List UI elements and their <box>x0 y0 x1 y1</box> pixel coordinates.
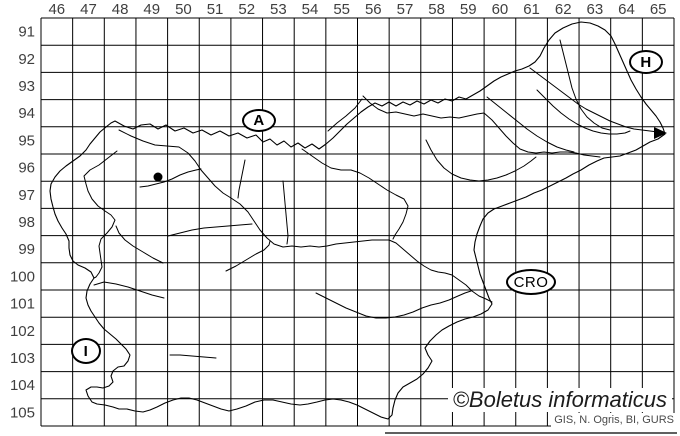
grid-col-label-50: 50 <box>175 1 192 18</box>
river-path <box>536 89 631 135</box>
slovenia-border-path <box>49 21 666 420</box>
river-path <box>301 148 409 240</box>
grid-row-label-95: 95 <box>18 132 35 149</box>
river-path <box>115 225 164 264</box>
grid-row-label-98: 98 <box>18 214 35 231</box>
country-label-austria: A <box>253 111 265 129</box>
river-path <box>167 223 253 237</box>
country-label-italy: I <box>83 342 89 360</box>
river-path <box>93 281 165 299</box>
grid-col-label-58: 58 <box>428 1 445 18</box>
grid-col-label-57: 57 <box>397 1 414 18</box>
grid-row-label-101: 101 <box>10 296 35 313</box>
river-path <box>169 354 217 359</box>
grid-row-label-93: 93 <box>18 78 35 95</box>
river-path <box>118 129 493 303</box>
grid-col-label-56: 56 <box>365 1 382 18</box>
river-path <box>282 180 289 245</box>
grid-col-label-64: 64 <box>618 1 635 18</box>
river-path <box>529 67 665 134</box>
grid-col-label-55: 55 <box>333 1 350 18</box>
grid-col-label-49: 49 <box>143 1 160 18</box>
grid-row-label-103: 103 <box>10 350 35 367</box>
grid-row-label-105: 105 <box>10 404 35 421</box>
grid-col-label-59: 59 <box>460 1 477 18</box>
grid-col-label-47: 47 <box>80 1 97 18</box>
country-label-austria-ellipse: A <box>242 108 276 132</box>
grid-col-label-48: 48 <box>112 1 129 18</box>
river-path <box>362 95 601 158</box>
grid-row-label-94: 94 <box>18 105 35 122</box>
grid-row-label-92: 92 <box>18 51 35 68</box>
grid-row-label-91: 91 <box>18 24 35 41</box>
grid-col-label-51: 51 <box>207 1 224 18</box>
grid-col-label-60: 60 <box>492 1 509 18</box>
grid-row-label-102: 102 <box>10 323 35 340</box>
river-path <box>237 159 246 199</box>
grid-row-label-100: 100 <box>10 268 35 285</box>
river-path <box>486 96 575 153</box>
grid-row-label-97: 97 <box>18 187 35 204</box>
river-path <box>225 240 271 272</box>
country-label-croatia-ellipse: CRO <box>506 269 556 295</box>
river-exit-arrow <box>654 127 667 139</box>
grid-col-label-62: 62 <box>555 1 572 18</box>
grid-col-label-53: 53 <box>270 1 287 18</box>
credits-text: GIS, N. Ogris, BI, GURS <box>551 413 677 427</box>
country-label-italy-ellipse: I <box>71 338 101 364</box>
country-label-hungary: H <box>640 53 652 71</box>
river-path <box>139 168 202 188</box>
grid-col-label-54: 54 <box>302 1 319 18</box>
river-path <box>315 290 472 319</box>
occurrence-dot <box>153 172 163 182</box>
grid-col-label-61: 61 <box>523 1 540 18</box>
river-path <box>425 139 537 182</box>
grid-col-label-63: 63 <box>587 1 604 18</box>
grid-row-label-99: 99 <box>18 241 35 258</box>
river-path <box>327 98 363 132</box>
river-path <box>559 39 611 131</box>
grid-row-label-96: 96 <box>18 160 35 177</box>
country-label-croatia: CRO <box>513 273 549 291</box>
copyright-text: ©Boletus informaticus <box>447 388 672 412</box>
river-path <box>83 150 118 279</box>
country-label-hungary-ellipse: H <box>629 50 663 74</box>
grid-row-label-104: 104 <box>10 377 35 394</box>
grid-col-label-52: 52 <box>238 1 255 18</box>
grid-col-label-46: 46 <box>48 1 65 18</box>
grid-col-label-65: 65 <box>650 1 667 18</box>
